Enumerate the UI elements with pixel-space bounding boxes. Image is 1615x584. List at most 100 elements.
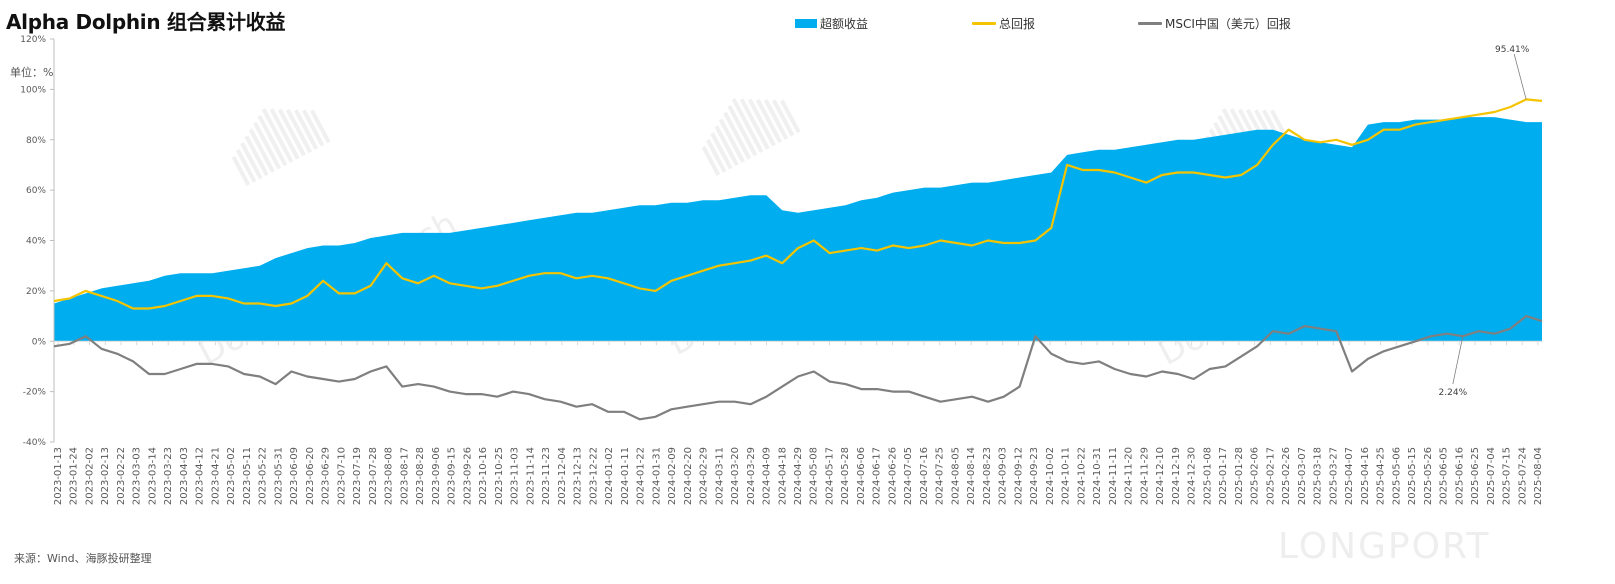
x-tick-label: 2023-11-14 bbox=[525, 447, 536, 505]
watermark-bar bbox=[710, 132, 733, 170]
x-tick-label: 2023-06-29 bbox=[321, 447, 332, 505]
x-tick-label: 2023-07-28 bbox=[368, 447, 379, 505]
x-tick-label: 2023-05-31 bbox=[273, 447, 284, 505]
x-tick-label: 2024-12-10 bbox=[1155, 447, 1166, 505]
x-tick-label: 2023-01-13 bbox=[53, 447, 64, 505]
x-tick-label: 2023-05-22 bbox=[258, 447, 269, 505]
x-tick-label: 2024-10-02 bbox=[1045, 447, 1056, 505]
x-tick-label: 2024-12-19 bbox=[1171, 447, 1182, 505]
y-tick-label: 80% bbox=[26, 136, 46, 146]
x-tick-label: 2025-06-25 bbox=[1470, 447, 1481, 505]
legend-label-excess: 超额收益 bbox=[820, 17, 869, 31]
x-tick-label: 2024-08-23 bbox=[982, 447, 993, 505]
legend-swatch-total bbox=[972, 22, 996, 25]
watermark-bar bbox=[240, 142, 263, 180]
x-tick-label: 2023-07-10 bbox=[336, 447, 347, 505]
x-tick-label: 2023-06-20 bbox=[305, 447, 316, 505]
x-tick-label: 2024-09-12 bbox=[1013, 447, 1024, 505]
x-tick-label: 2024-06-26 bbox=[887, 447, 898, 505]
x-tick-label: 2023-03-03 bbox=[132, 447, 143, 505]
x-tick-label: 2025-05-06 bbox=[1391, 447, 1402, 505]
unit-label: 单位：% bbox=[10, 66, 54, 79]
x-tick-label: 2025-06-05 bbox=[1439, 447, 1450, 505]
x-tick-label: 2023-05-11 bbox=[242, 447, 253, 505]
watermark-bar bbox=[714, 125, 739, 167]
legend-swatch-excess bbox=[795, 19, 817, 28]
watermark-bar bbox=[727, 104, 758, 157]
x-tick-label: 2023-02-02 bbox=[84, 447, 95, 505]
watermark-bar bbox=[772, 99, 795, 137]
x-tick-label: 2025-05-15 bbox=[1407, 447, 1418, 505]
x-tick-label: 2025-07-24 bbox=[1517, 447, 1528, 505]
x-tick-label: 2023-04-21 bbox=[210, 447, 221, 505]
annotation-leader bbox=[1452, 336, 1464, 385]
x-tick-label: 2025-05-26 bbox=[1423, 447, 1434, 505]
x-tick-label: 2024-05-28 bbox=[840, 447, 851, 505]
x-tick-label: 2023-09-15 bbox=[447, 447, 458, 505]
x-tick-label: 2024-11-29 bbox=[1139, 447, 1150, 505]
x-tick-label: 2024-01-02 bbox=[604, 447, 615, 505]
annotation-leader bbox=[1513, 53, 1527, 100]
x-tick-label: 2023-02-13 bbox=[100, 447, 111, 505]
x-tick-label: 2025-02-17 bbox=[1265, 447, 1276, 505]
x-tick-label: 2025-01-08 bbox=[1202, 447, 1213, 505]
x-tick-label: 2023-12-22 bbox=[588, 447, 599, 505]
x-tick-label: 2024-11-11 bbox=[1108, 447, 1119, 505]
x-tick-label: 2024-03-20 bbox=[730, 447, 741, 505]
x-tick-label: 2023-06-09 bbox=[289, 447, 300, 505]
x-tick-label: 2024-01-11 bbox=[620, 447, 631, 505]
x-tick-label: 2025-03-18 bbox=[1313, 447, 1324, 505]
x-tick-label: 2023-07-19 bbox=[352, 447, 363, 505]
legend-item-excess: 超额收益 bbox=[795, 15, 868, 32]
watermark-bar bbox=[277, 108, 306, 157]
x-tick-label: 2023-04-12 bbox=[195, 447, 206, 505]
watermark-bar bbox=[231, 155, 251, 186]
watermark-bar bbox=[310, 109, 331, 144]
watermark-bar bbox=[302, 109, 325, 147]
watermark-bar bbox=[718, 118, 745, 163]
x-tick-label: 2023-01-24 bbox=[69, 447, 80, 505]
watermark-bar bbox=[257, 114, 288, 167]
x-tick-label: 2025-07-15 bbox=[1502, 447, 1513, 505]
x-tick-label: 2024-04-29 bbox=[793, 447, 804, 505]
watermark-bar bbox=[244, 135, 269, 177]
longport-watermark: LONGPORT bbox=[1278, 526, 1490, 567]
y-tick-label: 0% bbox=[32, 337, 47, 347]
x-tick-label: 2024-07-16 bbox=[919, 447, 930, 505]
x-tick-label: 2024-03-29 bbox=[746, 447, 757, 505]
x-tick-label: 2023-05-02 bbox=[226, 447, 237, 505]
x-tick-label: 2024-05-17 bbox=[824, 447, 835, 505]
x-tick-label: 2024-07-25 bbox=[935, 447, 946, 505]
watermark-bar bbox=[701, 145, 721, 176]
y-tick-label: -40% bbox=[23, 438, 47, 448]
x-tick-label: 2023-02-22 bbox=[116, 447, 127, 505]
watermark-bar bbox=[293, 109, 319, 150]
x-tick-label: 2025-04-07 bbox=[1344, 447, 1355, 505]
chart-legend: 超额收益 总回报 MSCI中国（美元）回报 bbox=[0, 15, 1615, 35]
watermark-bar bbox=[269, 108, 300, 160]
x-tick-label: 2025-06-16 bbox=[1454, 447, 1465, 505]
x-tick-label: 2024-09-23 bbox=[1029, 447, 1040, 505]
watermark-bar bbox=[235, 149, 257, 183]
x-tick-label: 2024-01-31 bbox=[651, 447, 662, 505]
x-tick-label: 2024-02-20 bbox=[683, 447, 694, 505]
x-tick-label: 2023-08-17 bbox=[399, 447, 410, 505]
watermark-bar bbox=[723, 111, 752, 160]
x-tick-label: 2023-08-08 bbox=[384, 447, 395, 505]
watermark-bar bbox=[747, 98, 776, 147]
x-tick-label: 2025-01-28 bbox=[1234, 447, 1245, 505]
annotation-total-label: 95.41% bbox=[1495, 45, 1530, 55]
watermark-bar bbox=[285, 108, 313, 154]
x-tick-label: 2023-11-03 bbox=[510, 447, 521, 505]
watermark-bar bbox=[705, 139, 727, 173]
y-tick-label: 60% bbox=[26, 186, 46, 196]
x-tick-label: 2024-08-05 bbox=[950, 447, 961, 505]
watermark-bar bbox=[780, 99, 801, 134]
y-tick-label: 40% bbox=[26, 237, 46, 247]
x-tick-label: 2025-02-06 bbox=[1250, 447, 1261, 505]
watermark-bar bbox=[755, 98, 783, 144]
x-tick-label: 2023-03-14 bbox=[147, 447, 158, 505]
x-tick-label: 2023-09-06 bbox=[431, 447, 442, 505]
watermark-bar bbox=[763, 99, 789, 140]
x-tick-label: 2025-03-07 bbox=[1297, 447, 1308, 505]
